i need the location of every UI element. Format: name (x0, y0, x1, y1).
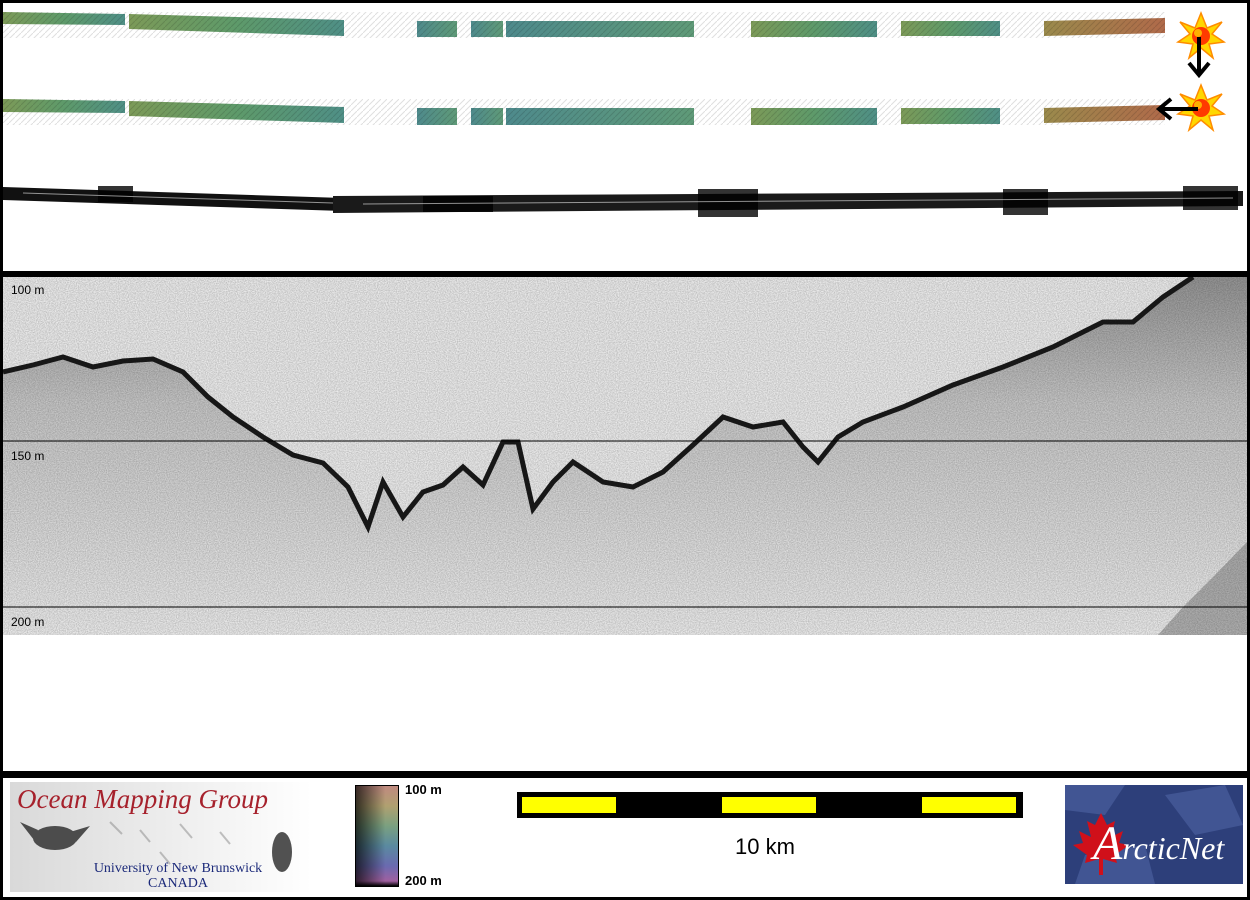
swath-row-top (3, 12, 1165, 38)
maple-leaf-icon (1073, 813, 1129, 875)
swath-row-middle (3, 99, 1165, 125)
colorbar-top-label: 100 m (405, 782, 442, 797)
arcticnet-title: ArcticNet (1093, 817, 1225, 870)
arrow-down-icon (1187, 37, 1211, 79)
swath-panel (3, 3, 1247, 271)
scale-bar (517, 792, 1023, 818)
omg-title: Ocean Mapping Group (17, 784, 268, 814)
swath-svg (3, 10, 1243, 217)
depth-label-200: 200 m (11, 615, 45, 629)
omg-university: University of New Brunswick (93, 861, 263, 876)
depth-label-150: 150 m (11, 449, 45, 463)
depth-profile-svg (3, 277, 1247, 635)
scale-bar-segment (722, 797, 816, 813)
profile-panel: 100 m 150 m 200 m (3, 277, 1247, 771)
depth-colorbar (355, 785, 399, 887)
sun-icon (1175, 82, 1227, 133)
swath-row-bottom (3, 186, 1243, 217)
legend-panel: Ocean Mapping Group University of New Br… (3, 778, 1247, 897)
omg-logo (10, 782, 312, 892)
arcticnet-logo (1065, 785, 1243, 884)
scale-bar-segment (922, 797, 1016, 813)
scale-bar-segment (522, 797, 616, 813)
sun-icon (1175, 10, 1227, 61)
colorbar-bottom-label: 200 m (405, 873, 442, 888)
depth-label-100: 100 m (11, 283, 45, 297)
scale-bar-label: 10 km (735, 834, 795, 859)
arrow-left-icon (1155, 97, 1198, 121)
omg-country: CANADA (148, 876, 208, 891)
